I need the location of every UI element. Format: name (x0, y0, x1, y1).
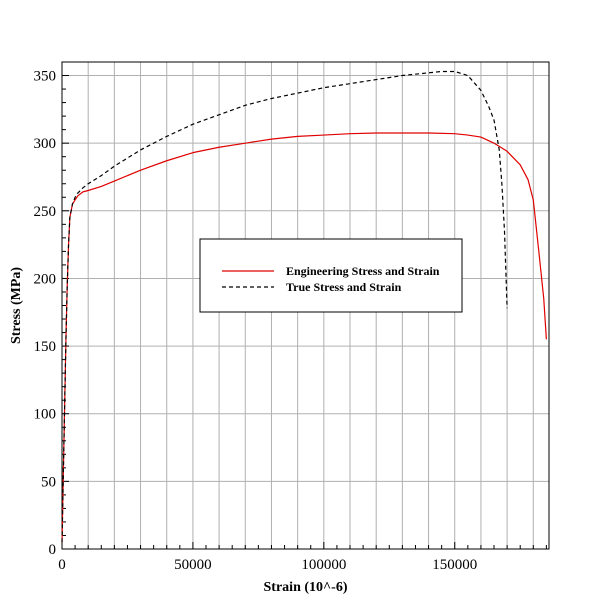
x-tick-label: 150000 (432, 557, 477, 573)
x-axis-label: Strain (10^-6) (264, 580, 348, 595)
y-tick-label: 300 (34, 136, 57, 152)
series-line-true (61, 70, 508, 543)
y-tick-label: 200 (34, 271, 57, 287)
series-lines (61, 70, 547, 543)
x-tick-label: 0 (58, 557, 66, 573)
y-tick-label: 50 (41, 474, 56, 490)
legend: Engineering Stress and Strain True Stres… (199, 238, 463, 313)
y-axis-label: Stress (MPa) (9, 267, 24, 344)
series-line-engineering (61, 132, 547, 543)
y-tick-label: 100 (34, 407, 57, 423)
legend-box (199, 238, 463, 313)
y-tick-label: 150 (34, 339, 57, 355)
legend-label-engineering: Engineering Stress and Strain (286, 264, 440, 278)
legend-label-true: True Stress and Strain (286, 280, 402, 294)
y-tick-label: 250 (34, 204, 57, 220)
tick-labels: 0 50 100 150 200 250 300 350 0 50000 100000 150000 (34, 69, 478, 573)
x-tick-label: 50000 (174, 557, 212, 573)
y-tick-label: 350 (34, 69, 57, 85)
x-tick-label: 100000 (301, 557, 346, 573)
y-tick-label: 0 (49, 542, 57, 558)
